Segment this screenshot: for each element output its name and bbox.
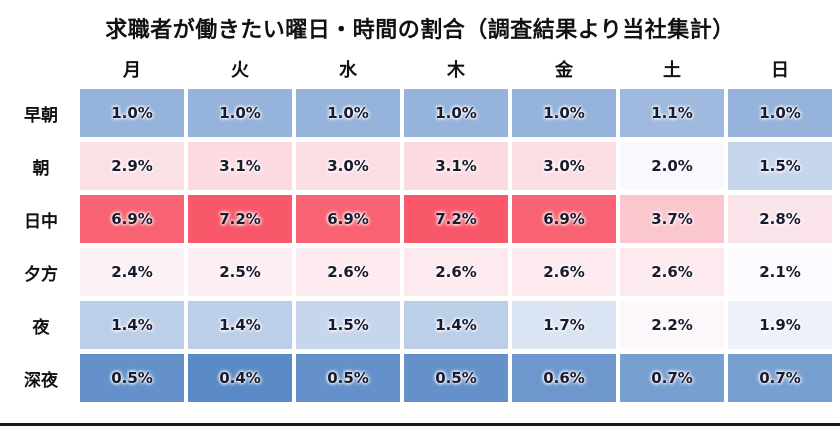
heatmap-cell: 1.4% xyxy=(80,301,184,349)
heatmap-cell: 1.0% xyxy=(188,89,292,137)
corner-cell xyxy=(6,54,76,84)
heatmap-cell: 1.0% xyxy=(296,89,400,137)
column-header-火: 火 xyxy=(231,60,249,81)
heatmap-grid: 月火水木金土日早朝 1.0% 1.0% 1.0% 1.0% 1.0% 1.1% 1.0% 朝 2.… xyxy=(6,54,832,402)
column-header-土: 土 xyxy=(663,60,681,81)
heatmap-cell: 2.5% xyxy=(188,248,292,296)
heatmap-cell: 0.7% xyxy=(620,354,724,402)
heatmap-cell: 3.0% xyxy=(512,142,616,190)
row-label-早朝: 早朝 xyxy=(24,105,58,126)
heatmap-cell: 1.4% xyxy=(188,301,292,349)
heatmap-cell: 1.9% xyxy=(728,301,832,349)
heatmap-cell: 1.4% xyxy=(404,301,508,349)
heatmap-cell: 2.9% xyxy=(80,142,184,190)
column-header-月: 月 xyxy=(123,60,141,81)
heatmap-cell: 2.4% xyxy=(80,248,184,296)
heatmap-cell: 2.6% xyxy=(296,248,400,296)
row-label-深夜: 深夜 xyxy=(24,370,58,391)
row-label-朝: 朝 xyxy=(32,158,50,179)
heatmap-cell: 0.5% xyxy=(296,354,400,402)
heatmap-cell: 2.2% xyxy=(620,301,724,349)
heatmap-cell: 1.0% xyxy=(728,89,832,137)
heatmap-cell: 3.1% xyxy=(188,142,292,190)
heatmap-cell: 0.5% xyxy=(404,354,508,402)
row-label-日中: 日中 xyxy=(24,211,58,232)
heatmap-cell: 2.6% xyxy=(404,248,508,296)
heatmap-cell: 1.0% xyxy=(80,89,184,137)
heatmap-cell: 2.6% xyxy=(620,248,724,296)
row-label-夜: 夜 xyxy=(32,317,50,338)
heatmap-cell: 3.7% xyxy=(620,195,724,243)
heatmap-cell: 6.9% xyxy=(512,195,616,243)
heatmap-cell: 0.6% xyxy=(512,354,616,402)
heatmap-cell: 2.6% xyxy=(512,248,616,296)
heatmap-cell: 1.1% xyxy=(620,89,724,137)
heatmap-cell: 0.7% xyxy=(728,354,832,402)
column-header-金: 金 xyxy=(555,60,573,81)
row-label-夕方: 夕方 xyxy=(24,264,58,285)
heatmap-cell: 1.0% xyxy=(512,89,616,137)
heatmap-cell: 1.5% xyxy=(728,142,832,190)
heatmap-cell: 7.2% xyxy=(188,195,292,243)
heatmap-cell: 2.0% xyxy=(620,142,724,190)
heatmap-cell: 6.9% xyxy=(296,195,400,243)
heatmap-cell: 0.4% xyxy=(188,354,292,402)
column-header-木: 木 xyxy=(447,60,465,81)
heatmap-cell: 1.7% xyxy=(512,301,616,349)
heatmap-cell: 3.0% xyxy=(296,142,400,190)
heatmap-cell: 6.9% xyxy=(80,195,184,243)
heatmap-cell: 2.1% xyxy=(728,248,832,296)
heatmap-cell: 2.8% xyxy=(728,195,832,243)
column-header-日: 日 xyxy=(771,60,789,81)
column-header-水: 水 xyxy=(339,60,357,81)
heatmap-cell: 1.5% xyxy=(296,301,400,349)
heatmap-cell: 7.2% xyxy=(404,195,508,243)
heatmap-cell: 1.0% xyxy=(404,89,508,137)
heatmap-cell: 0.5% xyxy=(80,354,184,402)
heatmap-cell: 3.1% xyxy=(404,142,508,190)
chart-title: 求職者が働きたい曜日・時間の割合（調査結果より当社集計） xyxy=(105,18,735,43)
